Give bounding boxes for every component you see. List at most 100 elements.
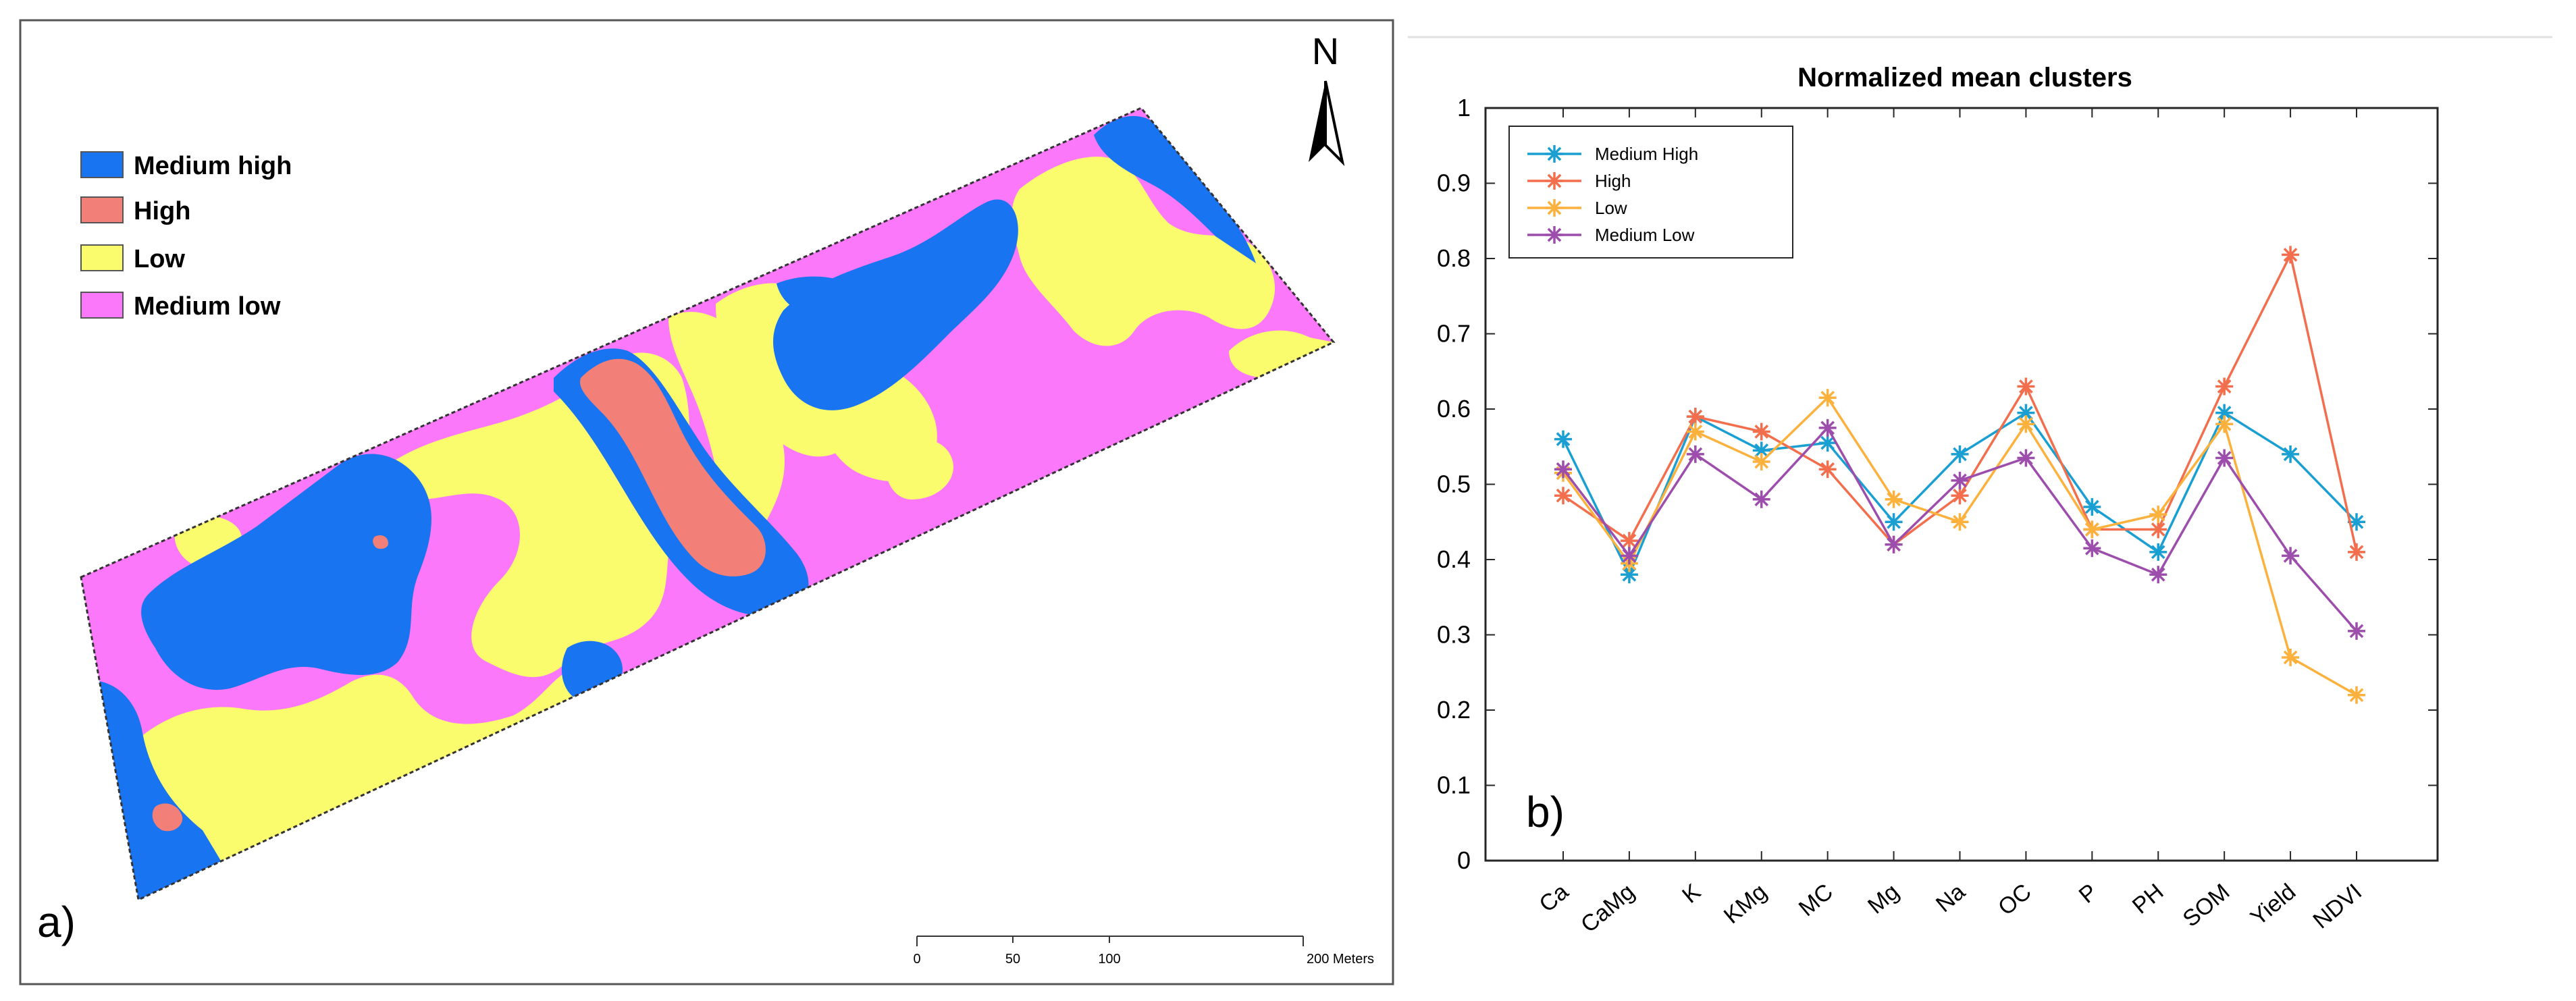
- data-point-medium-low: [1620, 547, 1638, 565]
- data-point-high: [1752, 423, 1770, 441]
- legend-swatch-medium-high: [80, 151, 124, 178]
- data-point-low: [2348, 686, 2365, 704]
- legend-label-medium-high: Medium high: [134, 152, 292, 180]
- zone-high-river: [580, 358, 766, 576]
- data-point-medium-low: [2282, 547, 2300, 565]
- data-point-medium-high: [2149, 543, 2167, 561]
- chart-title: Normalized mean clusters: [1797, 63, 2132, 92]
- y-tick-label: 1: [1457, 94, 1471, 121]
- legend-label-high: High: [134, 197, 190, 225]
- x-tick-label: Yield: [2246, 879, 2301, 931]
- data-point-medium-low: [2017, 449, 2035, 467]
- data-point-high: [2215, 377, 2234, 396]
- chart-legend: Medium High High Low Medium Low: [1508, 126, 1793, 259]
- scale-tick-200: 200 Meters: [1307, 952, 1374, 967]
- y-tick-label: 0.9: [1437, 169, 1471, 197]
- legend-label-medium-low: Medium Low: [1595, 225, 1695, 245]
- zone-medium-high-east-strip: [777, 276, 876, 326]
- data-point-medium-low: [1951, 471, 1969, 489]
- data-point-medium-low: [1686, 445, 1704, 463]
- data-point-low: [2282, 648, 2300, 666]
- legend-marker-medium-low: [1546, 226, 1563, 244]
- legend-swatch-medium-low: [80, 292, 124, 319]
- x-tick-label: KMg: [1719, 879, 1772, 929]
- zone-low-east-4: [885, 438, 953, 499]
- data-point-high: [1554, 487, 1572, 505]
- panel-label-b: b): [1526, 788, 1565, 836]
- chart-panel: Normalized mean clusters 0 0.1 0.2 0.3 0.4 0.…: [1408, 36, 2552, 938]
- x-tick-label: K: [1677, 879, 1706, 909]
- data-point-low: [1885, 490, 1903, 508]
- scale-tick-0: 0: [913, 952, 920, 967]
- legend-label-low: Low: [1595, 198, 1627, 218]
- legend-label-high: High: [1595, 171, 1631, 191]
- data-point-medium-high: [2282, 445, 2300, 463]
- zone-medium-high-northeast: [1094, 115, 1256, 263]
- data-point-medium-high: [1752, 441, 1770, 460]
- zone-medium-high-west: [141, 454, 431, 690]
- north-arrow-icon: [1309, 81, 1325, 162]
- scale-bar: 0 50 100 200 Meters: [913, 936, 1374, 967]
- data-point-medium-high: [1818, 434, 1837, 452]
- data-point-low: [1951, 513, 1969, 531]
- data-point-medium-high: [1554, 430, 1572, 448]
- legend-marker-high: [1546, 172, 1563, 190]
- data-point-high: [1818, 460, 1837, 479]
- legend-marker-medium-high: [1546, 145, 1563, 163]
- series-medium-low: [1554, 418, 2365, 640]
- y-tick-label: 0.1: [1437, 772, 1471, 799]
- x-tick-label: Ca: [1534, 879, 1573, 917]
- data-point-high: [1951, 487, 1969, 505]
- y-tick-label: 0: [1457, 846, 1471, 874]
- data-point-medium-high: [1885, 513, 1903, 531]
- series-layer: [1554, 246, 2365, 704]
- zone-low-east-3: [1229, 330, 1334, 378]
- data-point-medium-low: [2149, 566, 2167, 584]
- data-point-low: [2149, 506, 2167, 524]
- x-tick-label: SOM: [2178, 879, 2235, 932]
- data-point-low: [1752, 453, 1770, 471]
- x-tick-label: PH: [2128, 879, 2169, 919]
- north-arrow-icon-right: [1324, 80, 1345, 167]
- x-tick-label: NDVI: [2308, 879, 2367, 934]
- data-point-high: [2017, 377, 2035, 396]
- data-point-medium-low: [1818, 418, 1837, 437]
- x-tick-label: MC: [1794, 879, 1838, 921]
- data-point-medium-low: [2215, 449, 2234, 467]
- zone-medium-high-east: [773, 199, 1018, 410]
- data-point-high: [2348, 543, 2365, 561]
- data-point-low: [1686, 423, 1704, 441]
- legend-label-medium-high: Medium High: [1595, 144, 1698, 164]
- y-tick-label: 0.6: [1437, 395, 1471, 423]
- data-point-medium-low: [1752, 490, 1770, 508]
- data-point-medium-low: [2083, 539, 2101, 558]
- x-tick-label: OC: [1993, 879, 2036, 921]
- data-point-high: [2149, 520, 2167, 539]
- y-axis: 0 0.1 0.2 0.3 0.4 0.5 0.6 0.7 0.8 0.9 1: [1437, 94, 2438, 874]
- data-point-medium-low: [1885, 535, 1903, 553]
- data-point-medium-high: [2017, 404, 2035, 422]
- data-point-medium-low: [1554, 460, 1572, 479]
- data-point-low: [2215, 415, 2234, 433]
- data-point-medium-high: [2083, 497, 2101, 516]
- legend-label-low: Low: [134, 245, 185, 273]
- x-tick-label: Na: [1931, 879, 1970, 917]
- data-point-medium-high: [2215, 404, 2234, 422]
- data-point-medium-low: [2348, 622, 2365, 640]
- data-point-high: [2282, 246, 2300, 264]
- data-point-low: [1818, 389, 1837, 407]
- data-point-high: [1620, 532, 1638, 550]
- zone-low-southwest: [122, 668, 608, 898]
- data-point-high: [1686, 408, 1704, 426]
- y-tick-label: 0.3: [1437, 621, 1471, 649]
- data-point-medium-high: [1620, 566, 1638, 584]
- scale-tick-100: 100: [1098, 952, 1120, 967]
- y-tick-label: 0.7: [1437, 320, 1471, 348]
- field-boundary: [80, 107, 1336, 902]
- data-point-medium-high: [2348, 513, 2365, 531]
- y-tick-label: 0.5: [1437, 470, 1471, 498]
- map-panel: Medium high High Low Medium low N 0 50 1…: [19, 19, 1394, 985]
- legend-label-medium-low: Medium low: [134, 292, 281, 321]
- north-label: N: [1312, 30, 1339, 72]
- north-arrow: N: [1309, 30, 1345, 167]
